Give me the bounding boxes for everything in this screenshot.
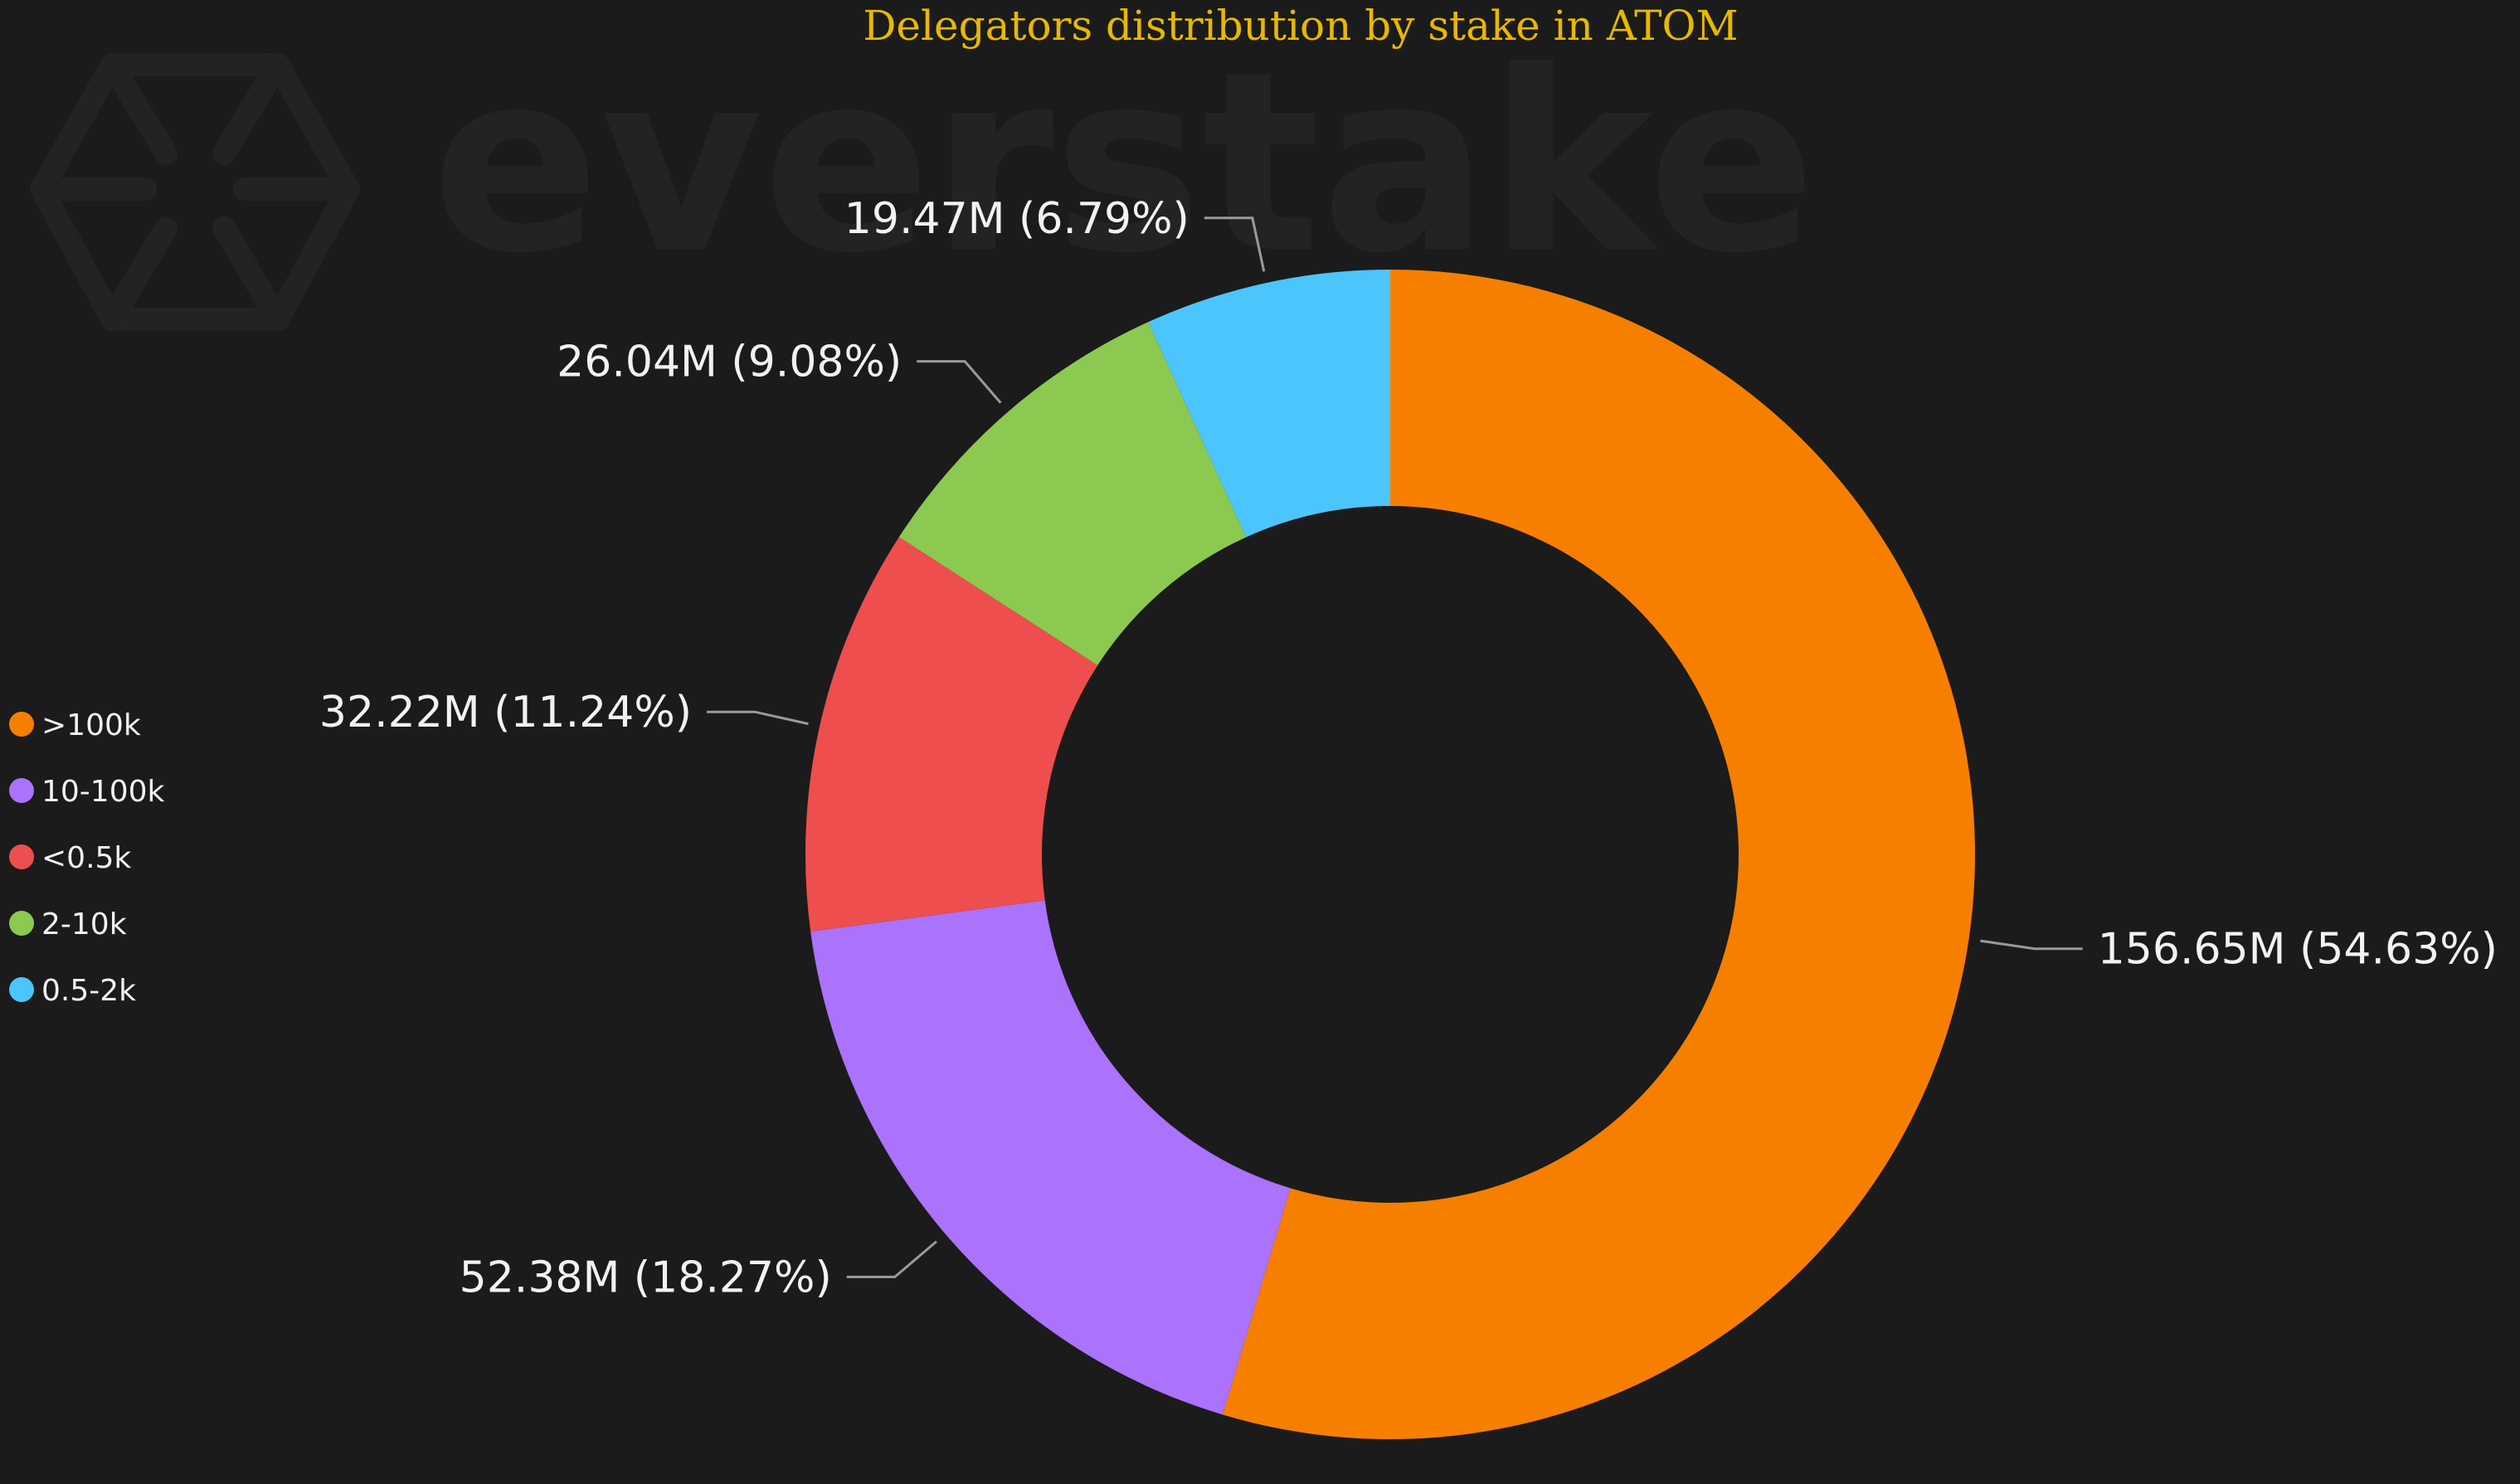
data-label-2-10k: 26.04M (9.08%)	[557, 338, 902, 387]
legend-label-gt-100k[interactable]: >100k	[41, 708, 141, 742]
legend: >100k 10-100k <0.5k 2-10k 0.5-2k	[9, 708, 165, 1008]
slice-2-10k[interactable]	[898, 322, 1247, 666]
data-label-10-100k: 52.38M (18.27%)	[460, 1253, 832, 1302]
slice-lt-0-5k[interactable]	[805, 537, 1098, 932]
legend-marker-lt-0-5k[interactable]	[9, 844, 34, 869]
data-label-gt-100k: 156.65M (54.63%)	[2098, 925, 2498, 975]
donut-slices	[805, 270, 1976, 1439]
legend-marker-0-5-2k[interactable]	[9, 977, 34, 1002]
data-label-0-5-2k: 19.47M (6.79%)	[844, 194, 1189, 244]
leader-line-10-100k	[846, 1240, 937, 1278]
watermark-text: everstake	[431, 18, 1817, 308]
leader-line-gt-100k	[1980, 939, 2083, 951]
chart-title: Delegators distribution by stake in ATOM	[863, 2, 1738, 50]
slice-0-5-2k[interactable]	[1148, 270, 1390, 538]
legend-marker-2-10k[interactable]	[9, 911, 34, 936]
leader-lines	[707, 217, 2083, 1278]
legend-marker-gt-100k[interactable]	[9, 712, 34, 737]
leader-line-lt-0-5k	[707, 710, 809, 726]
legend-label-lt-0-5k[interactable]: <0.5k	[41, 841, 131, 875]
legend-label-10-100k[interactable]: 10-100k	[41, 775, 165, 809]
legend-marker-10-100k[interactable]	[9, 778, 34, 803]
legend-label-2-10k[interactable]: 2-10k	[41, 907, 127, 941]
leader-line-0-5-2k	[1204, 217, 1266, 272]
slice-10-100k[interactable]	[810, 900, 1291, 1415]
legend-label-0-5-2k[interactable]: 0.5-2k	[41, 974, 136, 1008]
data-labels: 156.65M (54.63%) 52.38M (18.27%) 32.22M (1…	[319, 194, 2498, 1303]
slice-gt-100k[interactable]	[1222, 270, 1976, 1439]
watermark: everstake	[30, 18, 1817, 331]
leader-line-2-10k	[917, 360, 1002, 404]
data-label-lt-0-5k: 32.22M (11.24%)	[319, 688, 692, 737]
everstake-hexagon-logo-icon	[30, 53, 360, 331]
